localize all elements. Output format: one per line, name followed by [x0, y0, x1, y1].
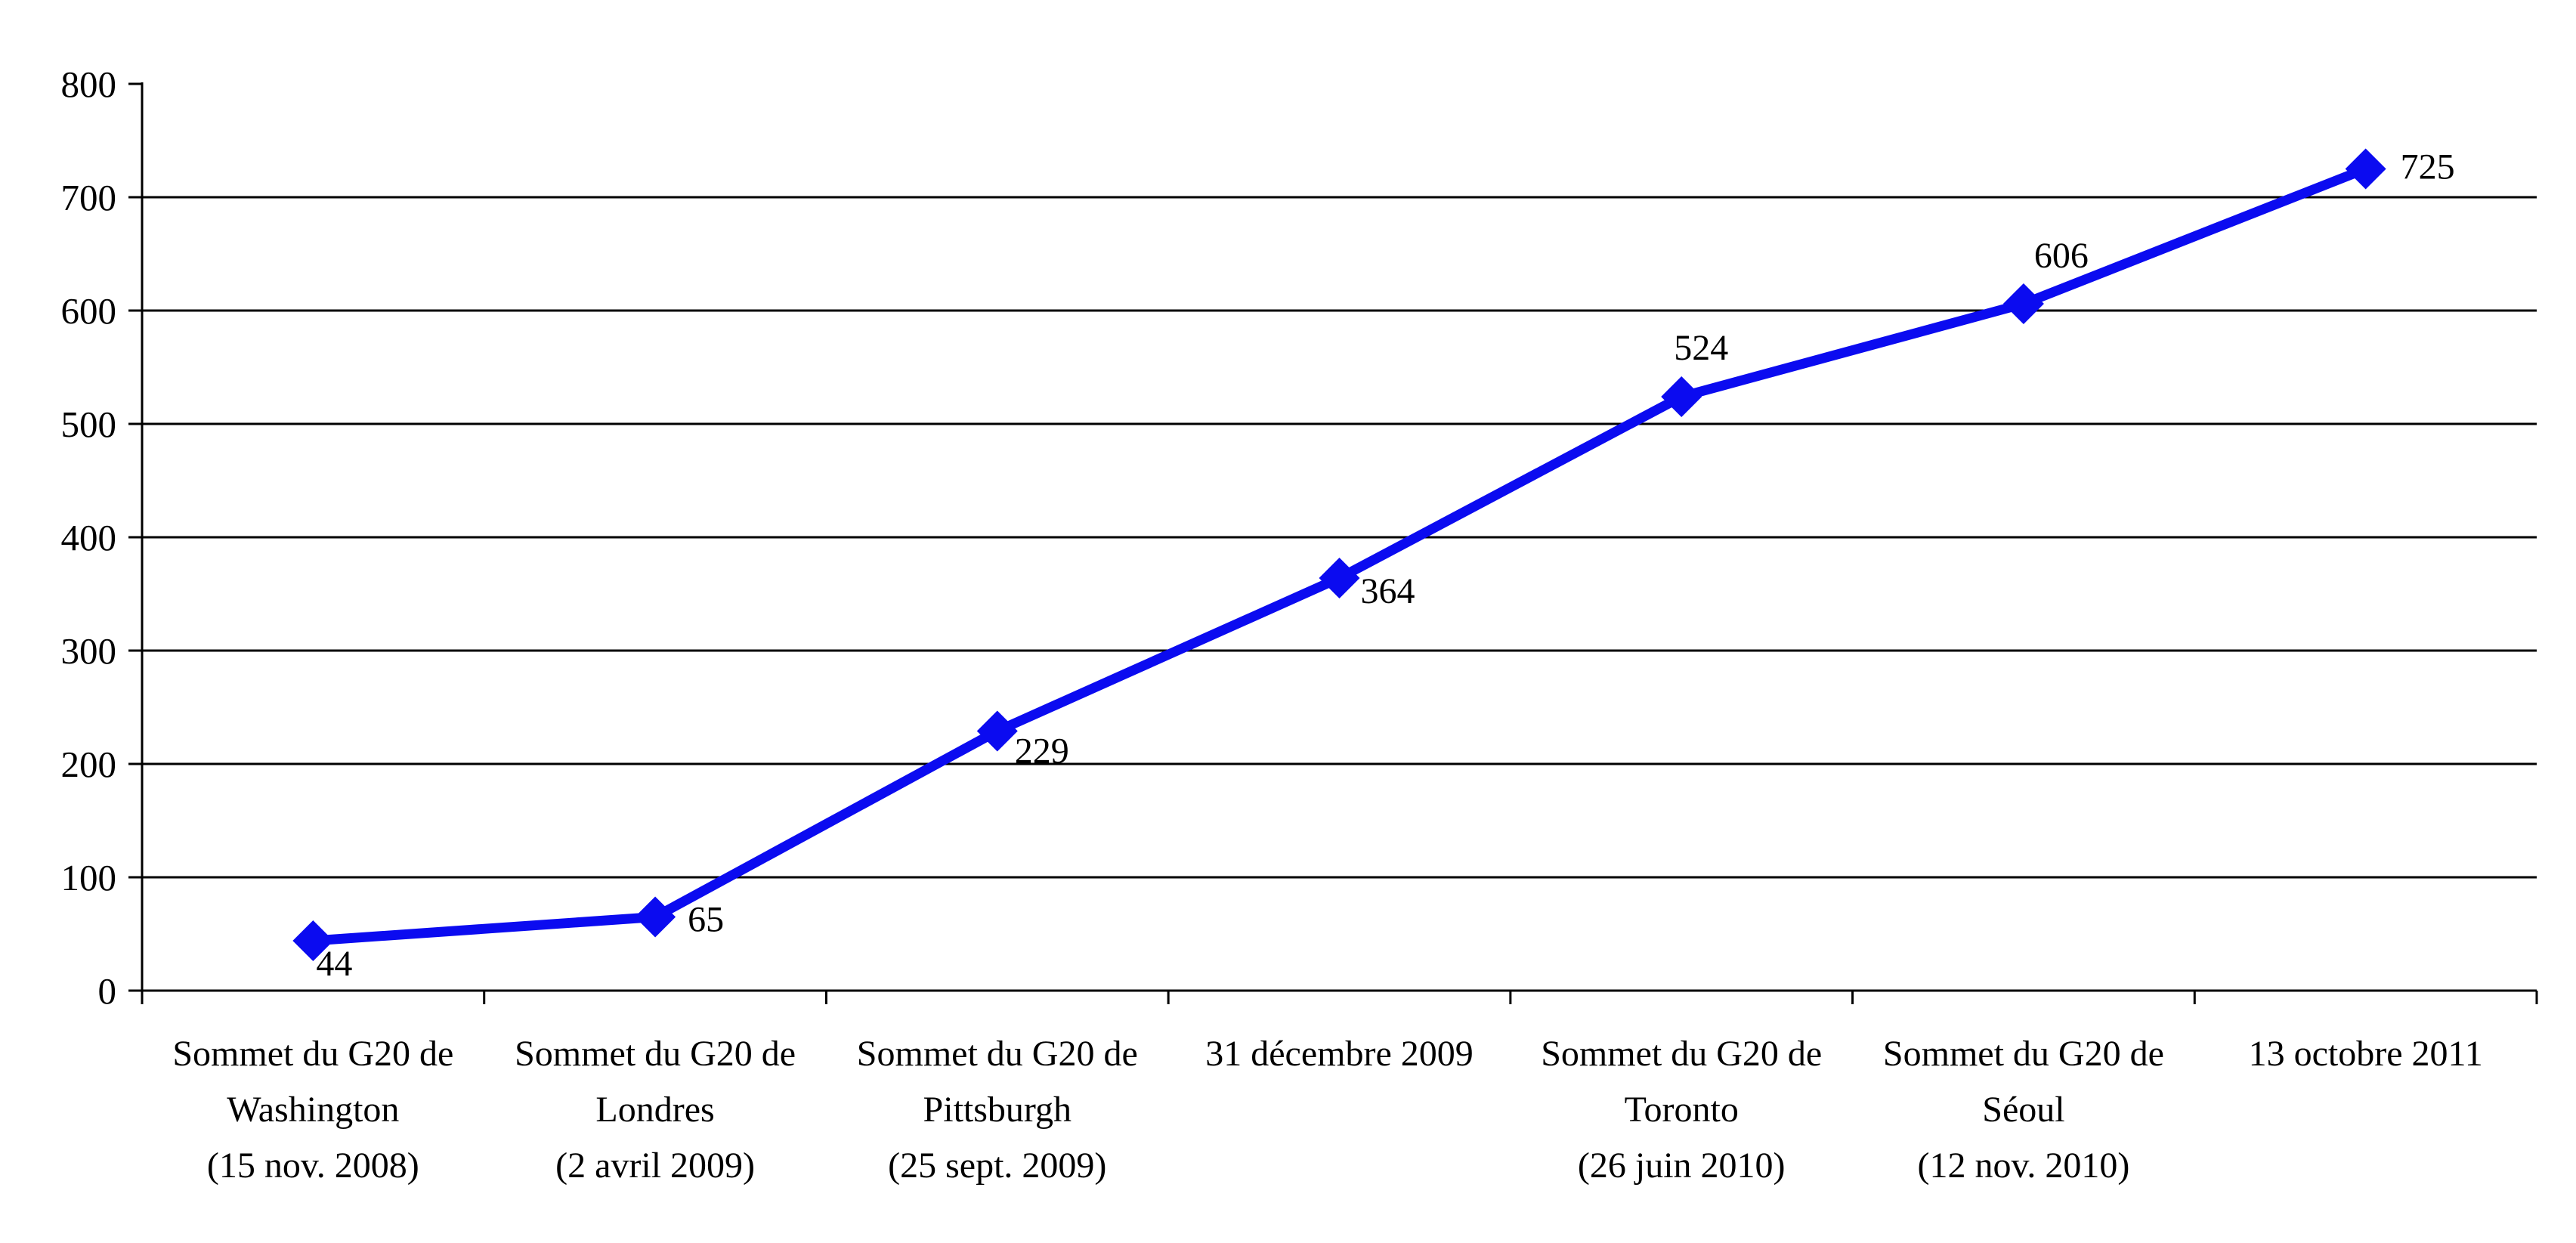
- data-point-marker-2: [976, 710, 1018, 752]
- data-point-marker-5: [2002, 283, 2044, 324]
- data-point-marker-1: [635, 896, 676, 938]
- y-tick-label-700: 700: [61, 177, 117, 218]
- x-category-label-1-line-2: (2 avril 2009): [555, 1146, 755, 1186]
- y-tick-label-600: 600: [61, 290, 117, 332]
- y-tick-label-200: 200: [61, 744, 117, 785]
- x-category-label-2-line-2: (25 sept. 2009): [888, 1146, 1106, 1186]
- data-point-marker-6: [2345, 148, 2386, 190]
- data-point-label-2: 229: [1015, 731, 1069, 771]
- x-category-label-5-line-0: Sommet du G20 de: [1883, 1034, 2164, 1074]
- x-category-label-0-line-0: Sommet du G20 de: [172, 1034, 453, 1074]
- y-tick-label-500: 500: [61, 404, 117, 445]
- x-category-label-5-line-1: Séoul: [1982, 1090, 2064, 1130]
- data-point-marker-3: [1319, 558, 1360, 598]
- x-category-label-2-line-0: Sommet du G20 de: [857, 1034, 1138, 1074]
- x-category-label-4-line-2: (26 juin 2010): [1578, 1146, 1786, 1186]
- y-tick-label-0: 0: [98, 970, 117, 1012]
- x-category-label-6-line-0: 13 octobre 2011: [2249, 1034, 2483, 1074]
- x-category-label-0-line-1: Washington: [227, 1090, 399, 1130]
- data-point-label-3: 364: [1361, 571, 1415, 611]
- data-point-label-4: 524: [1674, 328, 1728, 368]
- x-category-label-1-line-1: Londres: [595, 1090, 714, 1130]
- x-category-label-4-line-0: Sommet du G20 de: [1541, 1034, 1822, 1074]
- data-point-label-0: 44: [316, 944, 352, 984]
- y-tick-label-100: 100: [61, 857, 117, 898]
- data-point-marker-0: [292, 920, 334, 961]
- y-tick-label-300: 300: [61, 630, 117, 672]
- x-category-label-0-line-2: (15 nov. 2008): [207, 1146, 419, 1186]
- data-point-marker-4: [1661, 376, 1702, 417]
- x-category-label-2-line-1: Pittsburgh: [923, 1090, 1072, 1130]
- data-point-label-5: 606: [2034, 236, 2089, 276]
- x-category-label-1-line-0: Sommet du G20 de: [515, 1034, 796, 1074]
- data-point-label-1: 65: [688, 900, 724, 940]
- y-tick-label-800: 800: [61, 63, 117, 105]
- x-category-label-5-line-2: (12 nov. 2010): [1917, 1146, 2129, 1186]
- y-tick-label-400: 400: [61, 517, 117, 558]
- x-category-label-4-line-1: Toronto: [1625, 1090, 1739, 1130]
- series-line: [312, 164, 2368, 946]
- data-point-label-6: 725: [2401, 147, 2455, 187]
- x-category-label-3-line-0: 31 décembre 2009: [1205, 1034, 1474, 1074]
